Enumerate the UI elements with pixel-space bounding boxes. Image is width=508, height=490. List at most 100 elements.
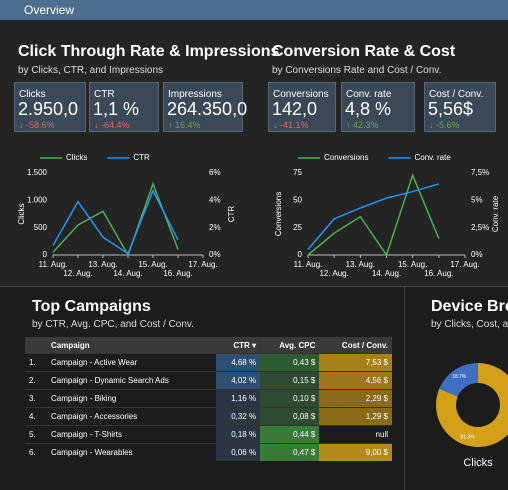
kpi-change: ↓ -58.6% xyxy=(19,120,55,130)
table-cell: 4,68 % xyxy=(215,353,261,372)
y2-tick-label: 2,5% xyxy=(471,223,489,232)
donut-slice xyxy=(436,363,508,447)
series-line xyxy=(307,183,440,251)
header-text: Campaign xyxy=(51,340,90,350)
kpi-value: 264.350,0 xyxy=(167,99,248,119)
y-tick-label: 75 xyxy=(293,168,302,177)
series-line xyxy=(307,173,440,257)
table-cell: 4,56 $ xyxy=(319,371,392,390)
table-cell: 0,15 $ xyxy=(260,371,320,390)
series-line xyxy=(52,188,179,255)
table-row: 5. Campaign - T-Shirts 0,18 % 0,44 $ null xyxy=(25,425,392,444)
kpi-card: Clicks 2.950,0 ↓ -58.6% xyxy=(14,82,86,132)
y-tick-label: 50 xyxy=(293,195,302,204)
kpi-label: Cost / Conv. xyxy=(429,89,484,100)
header-cell: CTR ▾ xyxy=(215,337,261,354)
header-text: CTR xyxy=(233,340,250,350)
table-cell: 2. xyxy=(25,371,47,390)
table-cell: 0,08 $ xyxy=(260,407,320,426)
x-tick-label: 15. Aug. xyxy=(138,260,167,269)
series-line xyxy=(52,181,179,257)
kpi-card: Cost / Conv. 5,56$ ↓ -5.6% xyxy=(424,82,496,132)
y2-tick-label: 2% xyxy=(209,223,221,232)
trend-arrow: ↓ xyxy=(94,120,102,130)
kpi-card: Conv. rate 4,8 % ↑ 42.3% xyxy=(341,82,415,132)
table-row: 6. Campaign - Wearables 0,06 % 0,47 $9,00 $ xyxy=(25,443,392,461)
y-tick-label: 500 xyxy=(34,223,48,232)
x-tick-label: 16. Aug. xyxy=(163,269,192,278)
top-bar: Overview xyxy=(0,0,508,20)
sort-arrow: ▾ xyxy=(249,340,257,350)
x-tick-label: 17. Aug. xyxy=(188,260,217,269)
donut-slice xyxy=(439,363,478,397)
slice-label: 18.7% xyxy=(452,374,467,380)
kpi-change: ↑ 42.3% xyxy=(346,120,379,130)
kpi-value: 1,1 % xyxy=(93,99,140,119)
x-tick-label: 15. Aug. xyxy=(398,260,427,269)
y2-tick-label: 4% xyxy=(209,195,221,204)
page-title[interactable]: Overview xyxy=(24,3,75,17)
slice-label: 81.3% xyxy=(460,435,475,441)
divider xyxy=(404,286,405,490)
y-tick-label: 1.500 xyxy=(27,168,48,177)
device-subtitle: by Clicks, Cost, and xyxy=(431,319,508,330)
kpi-change-text: -64.4% xyxy=(101,120,130,130)
y2-tick-label: 0% xyxy=(471,250,483,259)
kpi-change: ↓ -64.4% xyxy=(94,120,130,130)
table-cell: Campaign - Dynamic Search Ads xyxy=(47,371,216,390)
kpi-change: ↓ -41.1% xyxy=(273,120,309,130)
legend-label: Clicks xyxy=(66,153,87,162)
trend-arrow: ↑ xyxy=(346,120,354,130)
y-tick-label: 1.000 xyxy=(27,195,48,204)
kpi-change-text: -41.1% xyxy=(280,120,309,130)
table-cell: Campaign - T-Shirts xyxy=(47,425,216,444)
table-cell: 0,44 $ xyxy=(260,425,320,444)
y2-tick-label: 5% xyxy=(471,195,483,204)
y2-tick-label: 6% xyxy=(209,168,221,177)
x-tick-label: 14. Aug. xyxy=(372,269,401,278)
table-row: 1. Campaign - Active Wear 4,68 % 0,43 $7,53… xyxy=(25,353,392,372)
x-tick-label: 13. Aug. xyxy=(346,260,375,269)
legend-label: Conv. rate xyxy=(414,153,451,162)
x-tick-label: 12. Aug. xyxy=(319,269,348,278)
table-cell: 2,29 $ xyxy=(319,389,392,408)
kpi-value: 5,56$ xyxy=(428,99,474,119)
table-row: 3. Campaign - Biking 1,16 % 0,10 $2,29 $ xyxy=(25,389,392,408)
section-title: Conversion Rate & Cost xyxy=(272,43,456,60)
table-subtitle: by CTR, Avg. CPC, and Cost / Conv. xyxy=(32,319,194,330)
trend-arrow: ↓ xyxy=(273,120,281,130)
header-cell xyxy=(25,337,47,354)
trend-arrow: ↓ xyxy=(19,120,27,130)
kpi-change-text: -58.6% xyxy=(26,120,55,130)
table-cell: 7,53 $ xyxy=(319,353,392,372)
kpi-value: 142,0 xyxy=(272,99,318,119)
x-tick-label: 17. Aug. xyxy=(450,260,479,269)
x-tick-label: 16. Aug. xyxy=(424,269,453,278)
table-cell: 0,18 % xyxy=(215,425,261,444)
header-text: Avg. CPC xyxy=(279,340,316,350)
trend-arrow: ↓ xyxy=(429,120,437,130)
table-cell: Campaign - Accessories xyxy=(47,407,216,426)
kpi-change-text: 16.4% xyxy=(175,120,201,130)
table-cell: 3. xyxy=(25,389,47,408)
donut-caption: Clicks xyxy=(463,457,493,469)
table-cell: 1,16 % xyxy=(215,389,261,408)
x-tick-label: 11. Aug. xyxy=(294,260,323,269)
table-row: 2. Campaign - Dynamic Search Ads 4,02 % 0,1… xyxy=(25,371,392,390)
kpi-change: ↑ 16.4% xyxy=(168,120,201,130)
x-tick-label: 13. Aug. xyxy=(88,260,117,269)
table-row: 4. Campaign - Accessories 0,32 % 0,08 $1,29… xyxy=(25,407,392,426)
table-cell: 0,47 $ xyxy=(260,443,320,461)
y-tick-label: 25 xyxy=(293,223,302,232)
kpi-change-text: -5.6% xyxy=(436,120,460,130)
kpi-label: Conversions xyxy=(273,89,329,100)
y2-axis-label: Conv. rate xyxy=(491,195,500,232)
kpi-label: Clicks xyxy=(19,89,46,100)
kpi-change-text: 42.3% xyxy=(353,120,379,130)
campaign-table: Campaign CTR ▾ Avg. CPC Cost / Conv. 1. Campa… xyxy=(25,337,392,461)
table-cell: Campaign - Biking xyxy=(47,389,216,408)
table-cell: 4. xyxy=(25,407,47,426)
kpi-card: Impressions 264.350,0 ↑ 16.4% xyxy=(163,82,247,132)
